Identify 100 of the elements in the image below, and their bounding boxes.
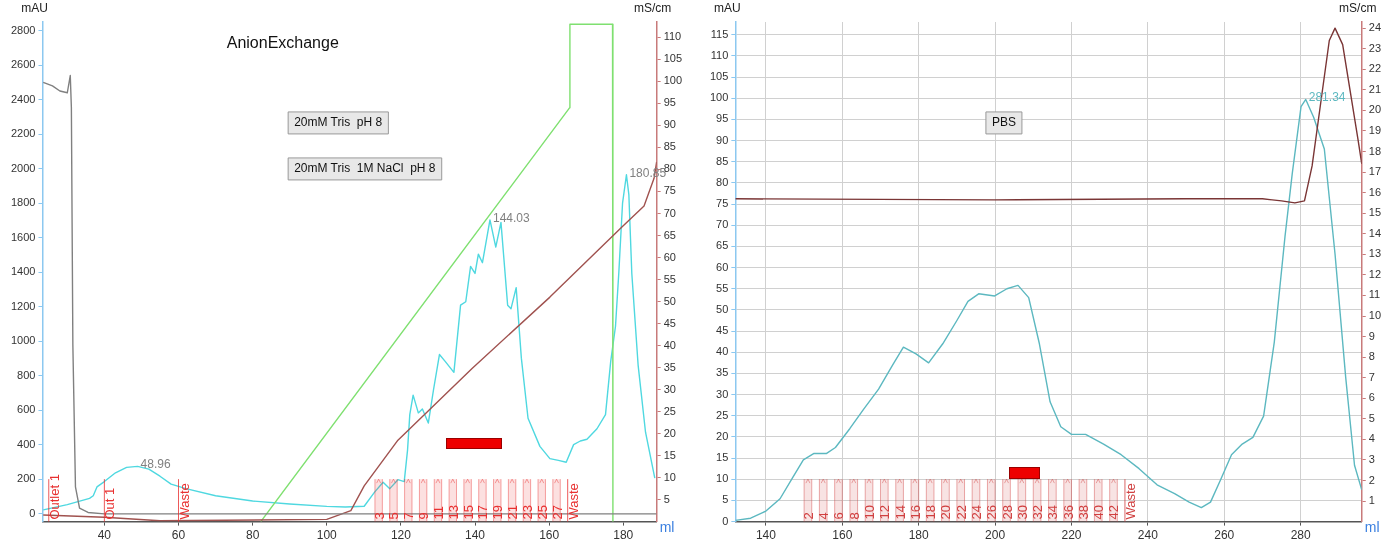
y2-tick-label: 10 xyxy=(663,470,676,483)
y-tick-label: 40 xyxy=(716,345,729,358)
y-tick-label: 115 xyxy=(710,27,729,40)
band-label: 21 xyxy=(505,505,521,520)
band-label: 11 xyxy=(430,506,446,520)
band-label: 10 xyxy=(862,505,878,520)
x-tick-label: 40 xyxy=(97,528,112,543)
x-axis-title: ml xyxy=(1364,518,1380,535)
y2-tick-label: 17 xyxy=(1368,165,1382,178)
y2-tick-label: 45 xyxy=(663,316,676,329)
band-label: 14 xyxy=(892,505,908,520)
band-label: 40 xyxy=(1091,505,1107,520)
x-tick-label: 60 xyxy=(171,528,186,543)
y-tick-label: 20 xyxy=(716,429,729,442)
band-label: 26 xyxy=(984,505,1000,520)
y2-tick-label: 4 xyxy=(1368,432,1375,445)
y-tick-label: 1400 xyxy=(10,265,36,278)
y2-tick-label: 60 xyxy=(663,250,676,263)
y2-tick-label: 6 xyxy=(1368,391,1375,404)
y2-tick-label: 95 xyxy=(663,96,676,109)
band-label: 25 xyxy=(534,505,550,520)
y2-tick-label: 5 xyxy=(663,492,670,505)
y2-tick-label: 16 xyxy=(1368,185,1382,198)
band-label: 16 xyxy=(907,505,923,520)
x-tick-label: 140 xyxy=(465,528,486,543)
y-tick-label: 90 xyxy=(716,133,729,146)
x-tick-label: 240 xyxy=(1137,528,1159,543)
band-label: 6 xyxy=(831,512,847,520)
band-label: 9 xyxy=(416,512,432,520)
annotation: 48.96 xyxy=(140,457,171,472)
y2-tick-label: 23 xyxy=(1368,41,1382,54)
y-tick-label: 2600 xyxy=(10,58,36,71)
y-tick-label: 110 xyxy=(710,48,729,61)
x-axis-title: ml xyxy=(659,518,675,535)
y2-tick-label: 20 xyxy=(663,426,676,439)
band-label: 36 xyxy=(1060,505,1076,520)
band-label: 17 xyxy=(475,505,491,520)
y2-tick-label: 24 xyxy=(1368,21,1382,34)
y2-tick-label: 13 xyxy=(1368,247,1382,260)
band-label: 7 xyxy=(401,512,417,520)
y-axis-title: mAU xyxy=(714,1,741,15)
y-tick-label: 100 xyxy=(709,91,729,104)
text: AnionExchange xyxy=(226,34,339,51)
y2-tick-label: 100 xyxy=(663,74,683,87)
y2-tick-label: 5 xyxy=(1368,411,1375,424)
y-tick-label: 10 xyxy=(716,472,729,485)
x-tick-label: 160 xyxy=(539,528,560,543)
y2-tick-label: 110 xyxy=(663,30,682,43)
y2-tick-label: 30 xyxy=(663,382,676,395)
ref-line-label: Out 1 xyxy=(102,487,118,520)
y2-tick-label: 85 xyxy=(663,140,676,153)
band-label: 24 xyxy=(968,505,984,520)
y2-tick-label: 22 xyxy=(1368,62,1382,75)
y2-tick-label: 2 xyxy=(1368,473,1375,486)
y2-tick-label: 3 xyxy=(1368,452,1375,465)
y-tick-label: 5 xyxy=(722,493,729,506)
y-tick-label: 2000 xyxy=(10,161,36,174)
annotation: 144.03 xyxy=(492,210,530,225)
y2-tick-label: 20 xyxy=(1368,103,1382,116)
y2-tick-label: 25 xyxy=(663,404,676,417)
y-tick-label: 0 xyxy=(722,514,729,527)
y2-tick-label: 11 xyxy=(1368,288,1381,301)
band-label: 20 xyxy=(938,505,954,520)
band-label: 38 xyxy=(1075,505,1091,520)
x-tick-label: 80 xyxy=(245,528,260,543)
y-tick-label: 2200 xyxy=(10,127,36,140)
band-label: 19 xyxy=(490,505,506,520)
y2-tick-label: 70 xyxy=(663,206,676,219)
y-tick-label: 30 xyxy=(716,387,729,400)
y-tick-label: 25 xyxy=(716,408,729,421)
y-tick-label: 1200 xyxy=(10,299,36,312)
y-tick-label: 2400 xyxy=(10,92,36,105)
band-label: 3 xyxy=(371,512,387,520)
y-tick-label: 1800 xyxy=(10,196,36,209)
y-tick-label: 55 xyxy=(716,281,729,294)
ref-line-label: Outlet 1 xyxy=(46,474,62,520)
y-tick-label: 600 xyxy=(17,403,36,416)
y2-tick-label: 90 xyxy=(663,118,676,131)
y-tick-label: 200 xyxy=(17,472,36,485)
band-label: 30 xyxy=(1014,505,1030,520)
y2-tick-label: 65 xyxy=(663,228,676,241)
y-tick-label: 95 xyxy=(716,112,729,125)
annotation: 20mM Tris 1M NaCl pH 8 xyxy=(294,161,436,176)
y-tick-label: 65 xyxy=(716,239,729,252)
ref-line-label: Waste xyxy=(1122,483,1138,520)
y2-tick-label: 55 xyxy=(663,272,676,285)
band-label: 8 xyxy=(846,512,862,520)
y2-tick-label: 10 xyxy=(1368,309,1382,322)
y2-tick-label: 15 xyxy=(663,448,676,461)
band-label: 42 xyxy=(1106,505,1122,520)
y2-tick-label: 18 xyxy=(1368,144,1382,157)
y-tick-label: 45 xyxy=(716,324,729,337)
y2-tick-label: 12 xyxy=(1368,267,1382,280)
x-tick-label: 220 xyxy=(1061,528,1082,543)
y2-tick-label: 105 xyxy=(663,52,683,65)
y-tick-label: 105 xyxy=(709,70,729,83)
band-label: 12 xyxy=(877,505,893,520)
y-tick-label: 800 xyxy=(17,368,36,381)
y2-tick-label: 9 xyxy=(1368,329,1375,342)
band-label: 28 xyxy=(999,505,1015,520)
